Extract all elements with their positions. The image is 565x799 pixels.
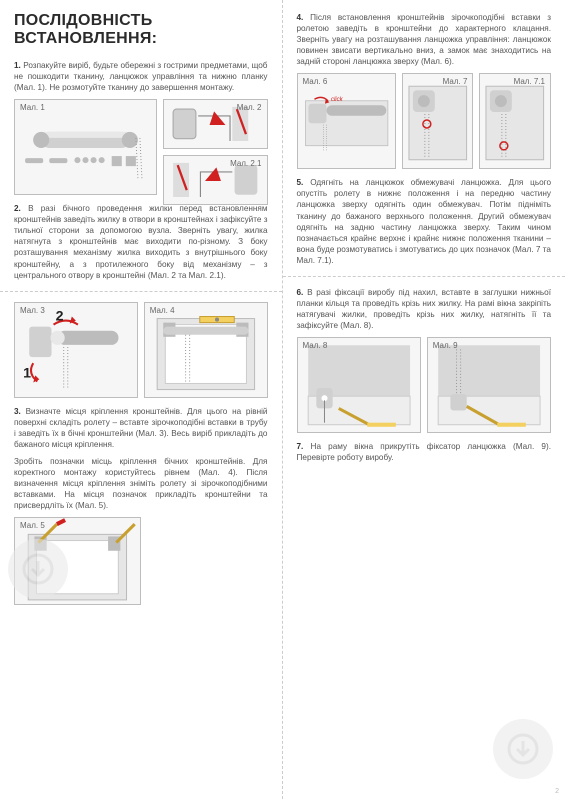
fig6-svg: click [298, 74, 395, 168]
divider-right [283, 276, 565, 277]
watermark-right [493, 719, 553, 779]
fig9-svg [428, 338, 550, 432]
para-4: 4. Після встановлення кронштейнів зірочк… [297, 12, 552, 67]
figure-2: Мал. 2 [163, 99, 267, 149]
figrow-2: Мал. 3 1 2 Мал. 4 [14, 302, 268, 398]
click-label: click [330, 97, 343, 103]
para-1: 1. Розпакуйте виріб, будьте обережні з г… [14, 60, 268, 93]
fig-label-5: Мал. 5 [20, 521, 45, 530]
fig-label-21: Мал. 2.1 [230, 159, 261, 168]
watermark-left [8, 539, 68, 599]
page-number: 2 [555, 788, 559, 795]
figure-8: Мал. 8 [297, 337, 421, 433]
para-2: 2. В разі бічного проведення жилки перед… [14, 203, 268, 280]
figure-2-1: Мал. 2.1 [163, 155, 267, 205]
fig-label-2: Мал. 2 [237, 103, 262, 112]
fig-label-4: Мал. 4 [150, 306, 175, 315]
fig4-svg [145, 303, 267, 397]
fig1-svg [15, 100, 156, 194]
figrow-1: Мал. 1 Мал. 2 [14, 99, 268, 195]
figure-9: Мал. 9 [427, 337, 551, 433]
figure-4: Мал. 4 [144, 302, 268, 398]
right-column: 4. Після встановлення кронштейнів зірочк… [283, 0, 565, 799]
para-7: 7. На раму вікна прикрутіть фіксатор лан… [297, 441, 552, 463]
fig-label-71: Мал. 7.1 [514, 77, 545, 86]
para-5: 5. Одягніть на ланцюжок обмежувачі ланцю… [297, 177, 552, 266]
figure-6: Мал. 6 click [297, 73, 396, 169]
fig-label-3: Мал. 3 [20, 306, 45, 315]
figure-7: Мал. 7 [402, 73, 474, 169]
page-title: ПОСЛІДОВНІСТЬ ВСТАНОВЛЕННЯ: [14, 12, 268, 48]
fig-label-1: Мал. 1 [20, 103, 45, 112]
fig-label-9: Мал. 9 [433, 341, 458, 350]
fig3-svg: 1 2 [15, 303, 137, 397]
arrow-num-1: 1 [23, 365, 31, 381]
para-3a: 3. Визначте місця кріплення кронштейнів.… [14, 406, 268, 450]
divider-left [0, 291, 282, 292]
figrow-5: Мал. 8 Мал. 9 [297, 337, 552, 433]
fig71-svg [480, 74, 550, 168]
fig-label-7: Мал. 7 [443, 77, 468, 86]
figure-3: Мал. 3 1 2 [14, 302, 138, 398]
para-6: 6. В разі фіксації виробу під нахил, вст… [297, 287, 552, 331]
fig-label-6: Мал. 6 [303, 77, 328, 86]
figrow-4: Мал. 6 click Мал. 7 [297, 73, 552, 169]
fig8-svg [298, 338, 420, 432]
fig-label-8: Мал. 8 [303, 341, 328, 350]
fig7-svg [403, 74, 473, 168]
figure-1: Мал. 1 [14, 99, 157, 195]
left-column: ПОСЛІДОВНІСТЬ ВСТАНОВЛЕННЯ: 1. Розпакуйт… [0, 0, 283, 799]
figure-7-1: Мал. 7.1 [479, 73, 551, 169]
arrow-num-2: 2 [56, 308, 64, 324]
para-3b: Зробіть позначки місць кріплення бічних … [14, 456, 268, 511]
